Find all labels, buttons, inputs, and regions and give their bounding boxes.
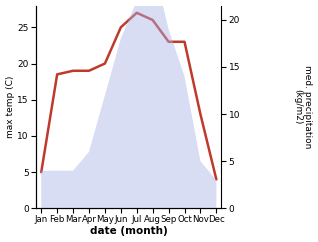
- Y-axis label: med. precipitation
(kg/m2): med. precipitation (kg/m2): [293, 65, 313, 149]
- X-axis label: date (month): date (month): [90, 227, 168, 236]
- Y-axis label: max temp (C): max temp (C): [5, 76, 15, 138]
